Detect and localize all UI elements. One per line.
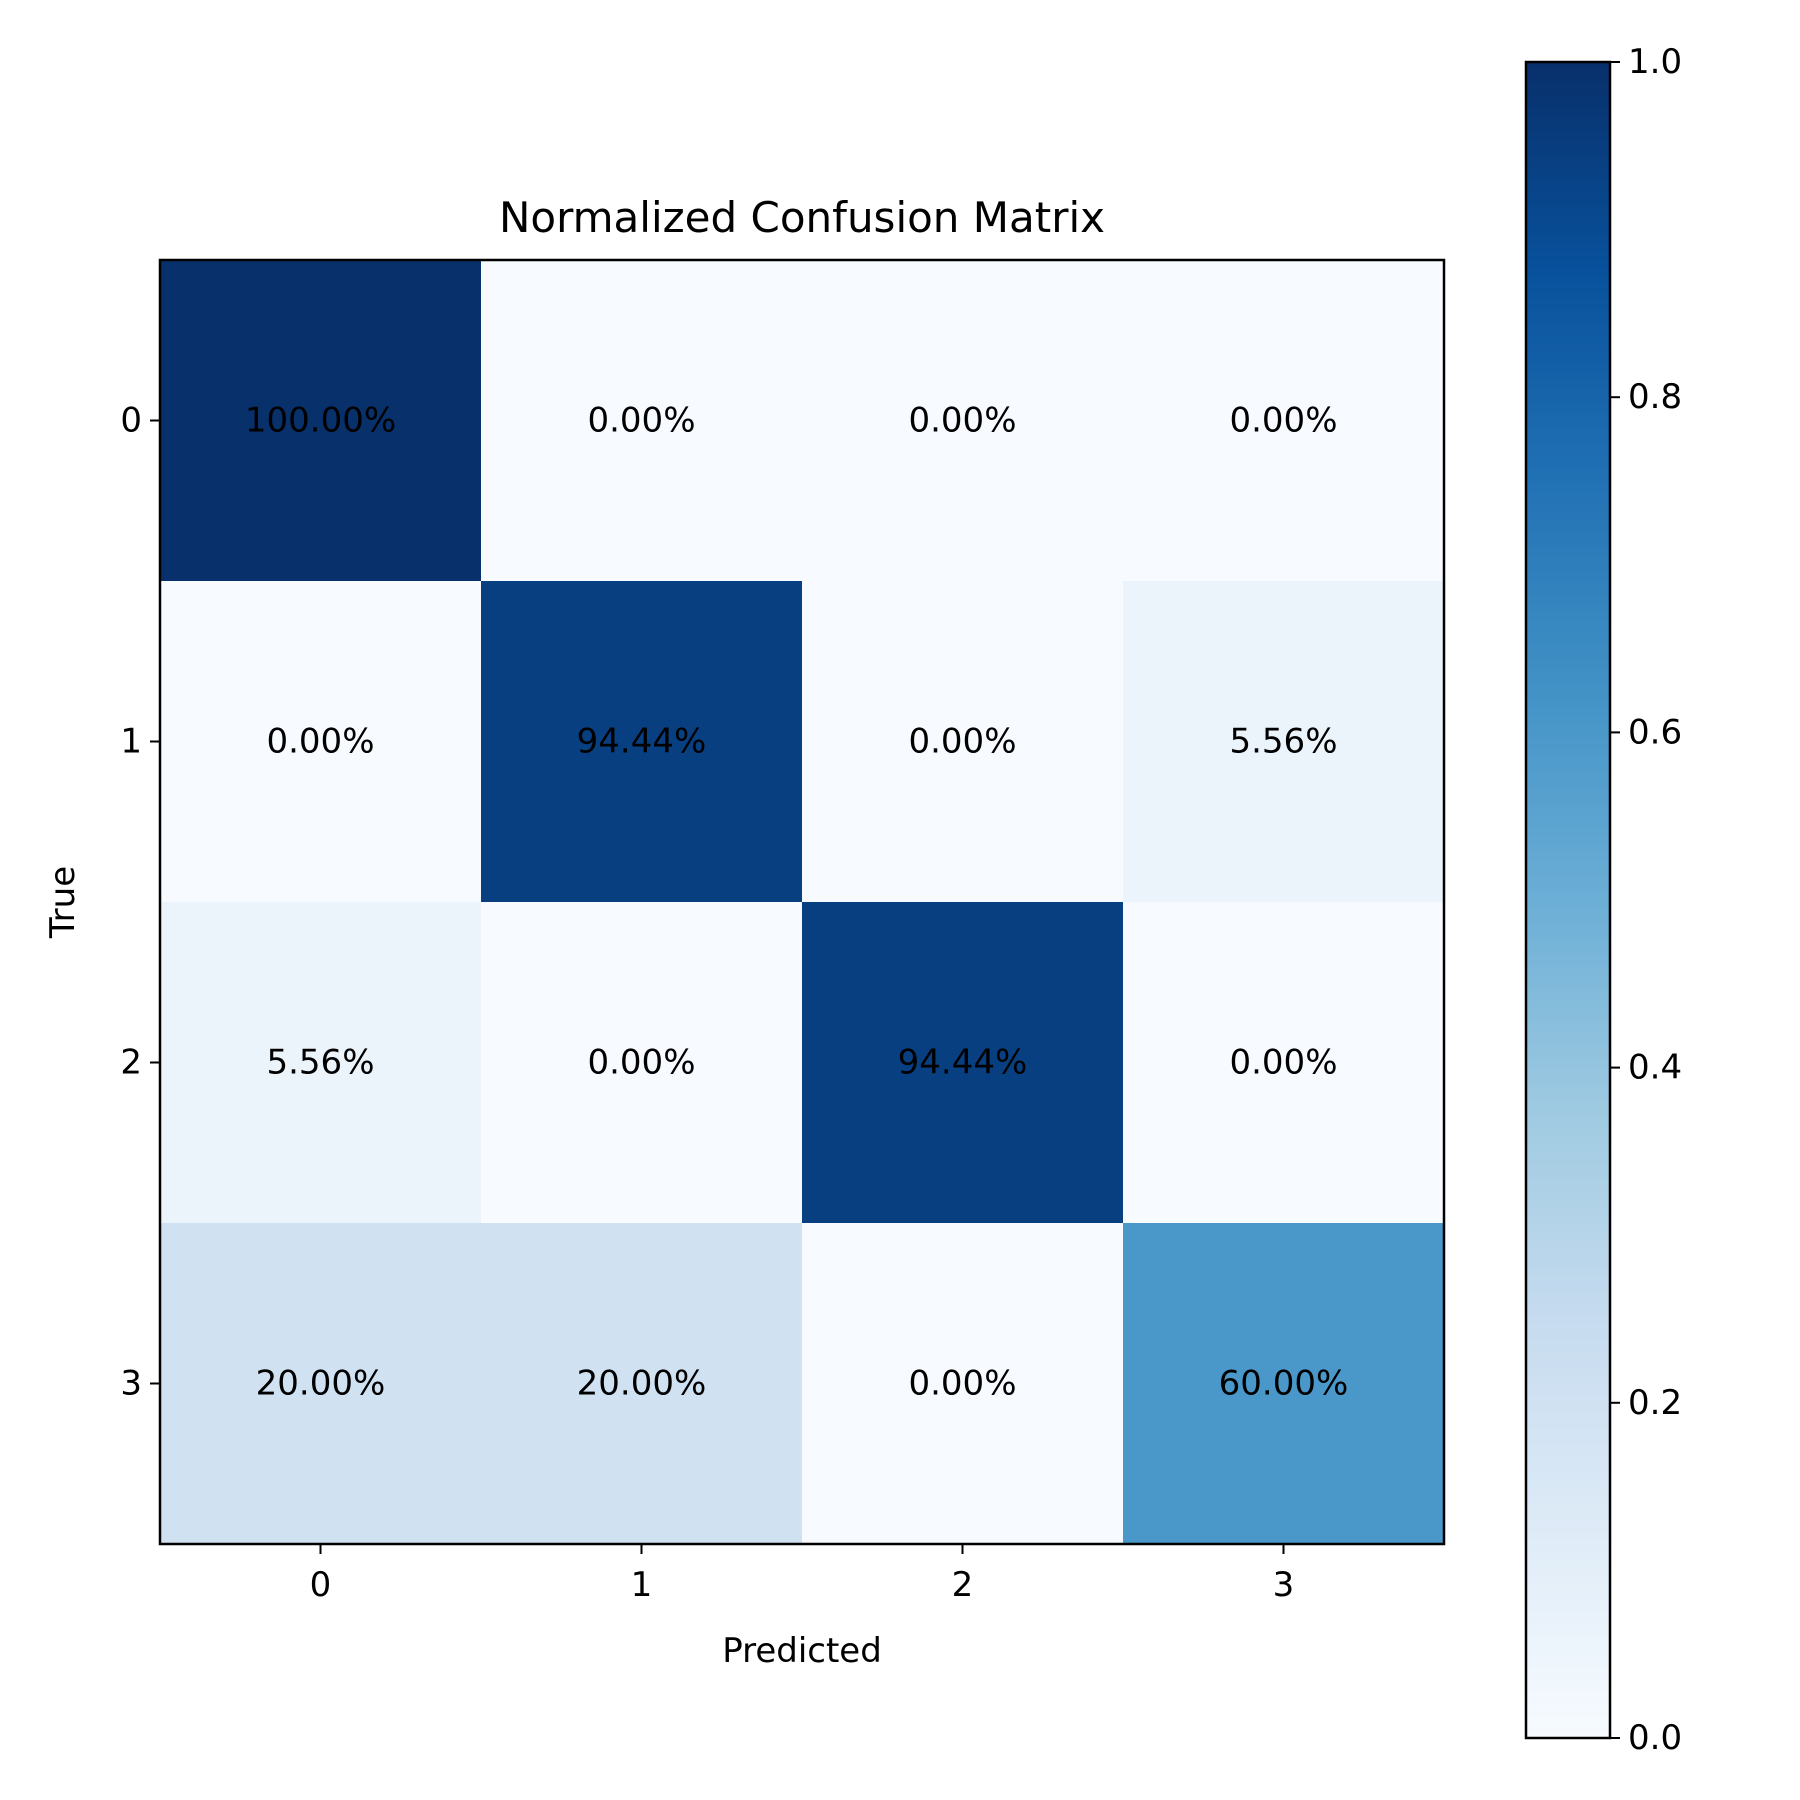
colorbar: 0.0 0.2 0.4 0.6 0.8 1.0 [1524, 42, 1682, 1758]
cell-value-label-1-3: 5.56% [1229, 722, 1337, 762]
cell-value-label-3-1: 20.00% [577, 1364, 707, 1404]
heatmap-cell-labels: 100.00% 0.00% 0.00% 0.00% 0.00% 94.44% 0.00% 5.… [245, 401, 1348, 1404]
heatmap-cell-0-1 [481, 260, 803, 582]
heatmap-cell-3-2 [802, 1223, 1124, 1545]
heatmap-cell-0-2 [802, 260, 1124, 582]
cell-value-label-0-0: 100.00% [245, 401, 396, 441]
heatmap-cell-2-3 [1123, 902, 1445, 1224]
y-axis-label: True [43, 866, 83, 939]
colorbar-tick-label-1: 0.2 [1628, 1383, 1682, 1423]
heatmap-cell-1-3 [1123, 581, 1445, 903]
heatmap-cell-1-1 [481, 581, 803, 903]
heatmap-cell-1-2 [802, 581, 1124, 903]
chart-title: Normalized Confusion Matrix [499, 193, 1105, 242]
heatmap-cell-2-0 [160, 902, 482, 1224]
colorbar-gradient [1524, 60, 1612, 1740]
colorbar-tick-label-0: 0.0 [1628, 1718, 1682, 1758]
cell-value-label-0-3: 0.00% [1229, 401, 1337, 441]
cell-value-label-2-3: 0.00% [1229, 1043, 1337, 1083]
heatmap-cell-2-2 [802, 902, 1124, 1224]
colorbar-tick-label-4: 0.8 [1628, 377, 1682, 417]
x-axis-ticks: 0 1 2 3 [310, 1544, 1295, 1605]
heatmap-cell-0-0 [160, 260, 482, 582]
y-tick-label-1: 1 [120, 722, 142, 762]
heatmap-cell-0-3 [1123, 260, 1445, 582]
cell-value-label-2-2: 94.44% [898, 1043, 1028, 1083]
x-tick-label-1: 1 [631, 1565, 653, 1605]
cell-value-label-0-1: 0.00% [587, 401, 695, 441]
colorbar-tick-label-2: 0.4 [1628, 1048, 1682, 1088]
cell-value-label-1-1: 94.44% [577, 722, 707, 762]
heatmap-cell-3-3 [1123, 1223, 1445, 1545]
heatmap-cells [160, 260, 1445, 1545]
heatmap-cell-2-1 [481, 902, 803, 1224]
cell-value-label-2-0: 5.56% [266, 1043, 374, 1083]
x-tick-label-2: 2 [952, 1565, 974, 1605]
x-axis-label: Predicted [722, 1631, 882, 1671]
y-tick-label-2: 2 [120, 1043, 142, 1083]
cell-value-label-1-0: 0.00% [266, 722, 374, 762]
heatmap-cell-3-0 [160, 1223, 482, 1545]
cell-value-label-2-1: 0.00% [587, 1043, 695, 1083]
y-tick-label-0: 0 [120, 401, 142, 441]
colorbar-tick-label-3: 0.6 [1628, 712, 1682, 752]
x-tick-label-3: 3 [1273, 1565, 1295, 1605]
cell-value-label-3-0: 20.00% [256, 1364, 386, 1404]
cell-value-label-3-3: 60.00% [1219, 1364, 1349, 1404]
y-tick-label-3: 3 [120, 1364, 142, 1404]
colorbar-ticks: 0.0 0.2 0.4 0.6 0.8 1.0 [1610, 42, 1682, 1758]
heatmap-cell-3-1 [481, 1223, 803, 1545]
cell-value-label-0-2: 0.00% [908, 401, 1016, 441]
y-axis-ticks: 0 1 2 3 [120, 401, 160, 1404]
plot-frame [158, 258, 1446, 1546]
cell-value-label-3-2: 0.00% [908, 1364, 1016, 1404]
cell-value-label-1-2: 0.00% [908, 722, 1016, 762]
x-tick-label-0: 0 [310, 1565, 332, 1605]
colorbar-tick-label-5: 1.0 [1628, 42, 1682, 82]
heatmap-cell-1-0 [160, 581, 482, 903]
